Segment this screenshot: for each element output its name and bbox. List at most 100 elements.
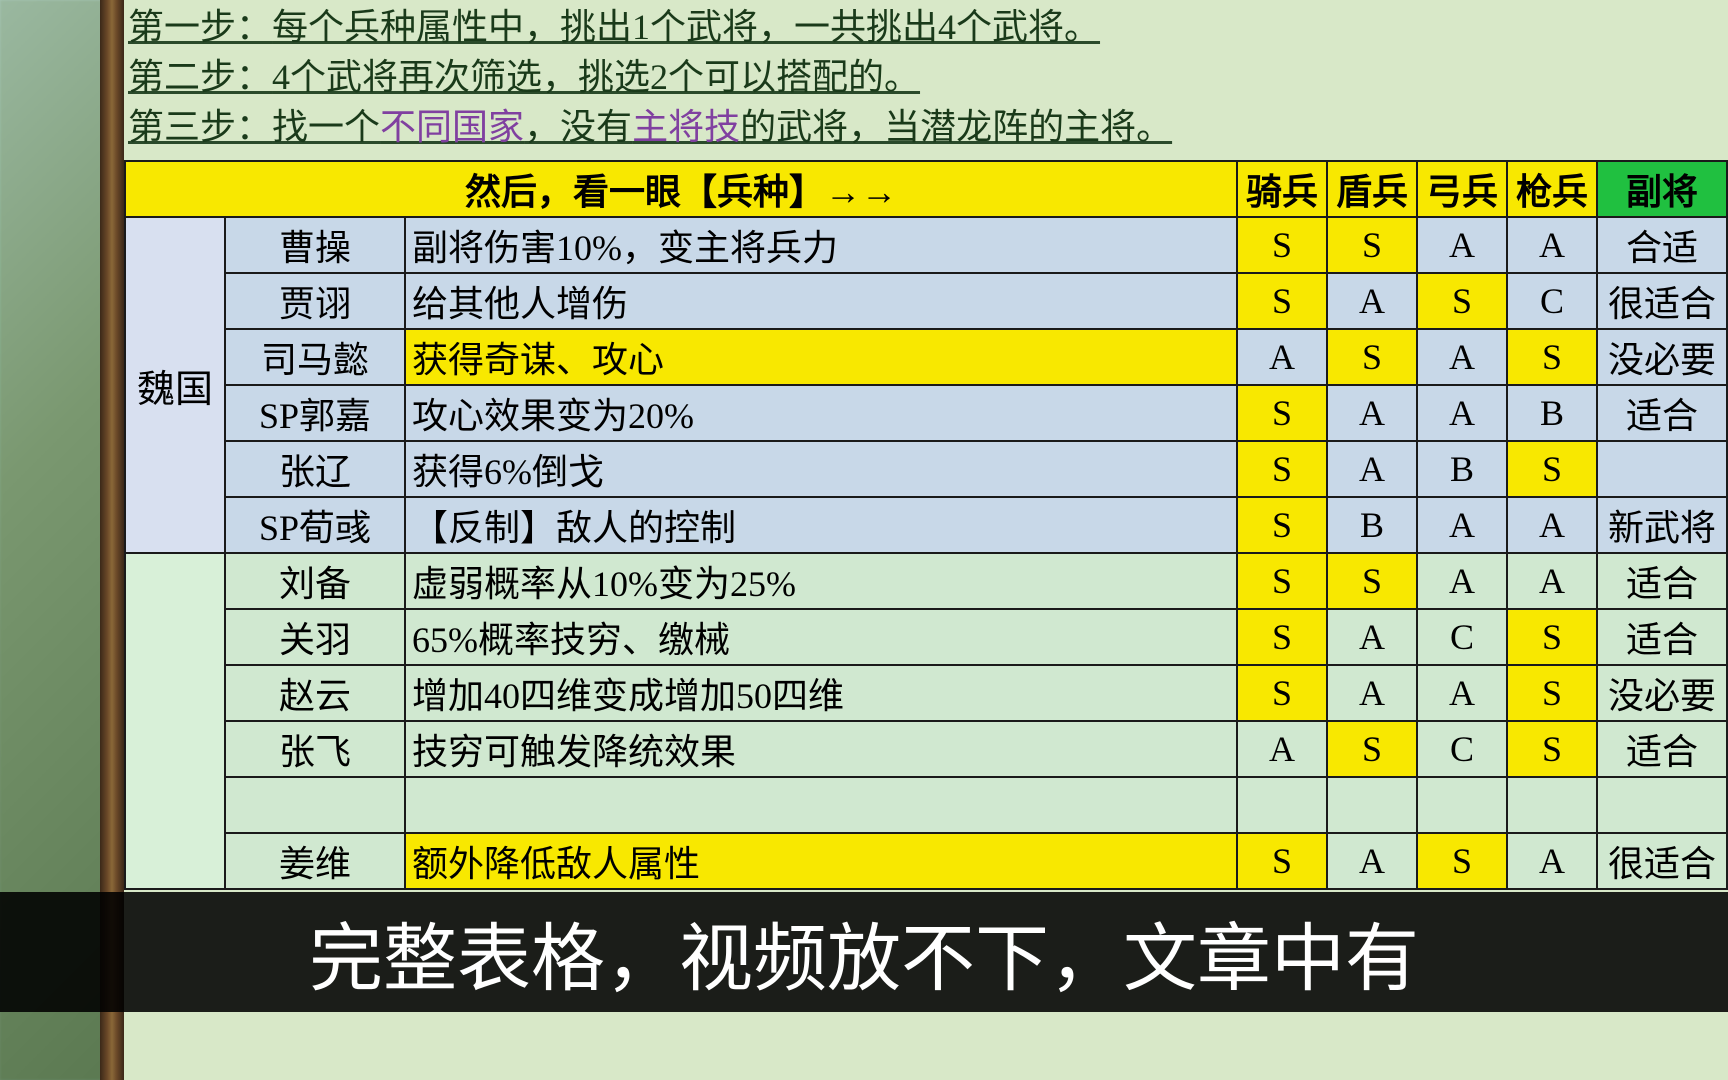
grade-cell: S [1237, 217, 1327, 273]
grade-cell: S [1327, 721, 1417, 777]
name-cell: SP郭嘉 [225, 385, 405, 441]
deputy-cell: 没必要 [1597, 329, 1727, 385]
grade-cell: S [1237, 273, 1327, 329]
grade-cell: S [1507, 609, 1597, 665]
desc-cell: 攻心效果变为20% [405, 385, 1237, 441]
desc-cell: 虚弱概率从10%变为25% [405, 553, 1237, 609]
header-unit-1: 盾兵 [1327, 161, 1417, 217]
grade-cell: A [1327, 273, 1417, 329]
grade-cell: C [1417, 721, 1507, 777]
deputy-cell: 新武将 [1597, 497, 1727, 553]
deputy-cell: 很适合 [1597, 833, 1727, 889]
steps-block: 第一步：每个兵种属性中，挑出1个武将，一共挑出4个武将。 第二步：4个武将再次筛… [124, 0, 1728, 152]
grade-cell: A [1327, 833, 1417, 889]
grade-cell: S [1237, 385, 1327, 441]
deputy-cell: 适合 [1597, 553, 1727, 609]
name-cell: 张辽 [225, 441, 405, 497]
desc-cell: 技穷可触发降统效果 [405, 721, 1237, 777]
name-cell: 曹操 [225, 217, 405, 273]
header-unit-0: 骑兵 [1237, 161, 1327, 217]
faction-cell: 魏国 [125, 217, 225, 553]
deputy-cell: 合适 [1597, 217, 1727, 273]
desc-cell: 额外降低敌人属性 [405, 833, 1237, 889]
grade-cell [1237, 777, 1327, 833]
header-main: 然后，看一眼【兵种】→→ [125, 161, 1237, 217]
table-row: 张辽获得6%倒戈SABS [125, 441, 1727, 497]
grade-cell: A [1507, 497, 1597, 553]
grade-cell: A [1417, 553, 1507, 609]
desc-cell: 给其他人增伤 [405, 273, 1237, 329]
deputy-cell: 没必要 [1597, 665, 1727, 721]
grade-cell: S [1327, 329, 1417, 385]
desc-cell: 65%概率技穷、缴械 [405, 609, 1237, 665]
deputy-cell: 适合 [1597, 385, 1727, 441]
faction-cell [125, 553, 225, 889]
name-cell: 刘备 [225, 553, 405, 609]
grade-cell [1507, 777, 1597, 833]
grade-cell: A [1507, 217, 1597, 273]
grade-cell: A [1417, 497, 1507, 553]
subtitle-text: 完整表格，视频放不下，文章中有 [309, 899, 1419, 1006]
grade-cell: B [1507, 385, 1597, 441]
grade-cell: S [1507, 665, 1597, 721]
grade-cell: S [1417, 273, 1507, 329]
deputy-cell [1597, 777, 1727, 833]
name-cell [225, 777, 405, 833]
grade-cell: A [1507, 833, 1597, 889]
header-unit-3: 枪兵 [1507, 161, 1597, 217]
table-row: 姜维额外降低敌人属性SASA很适合 [125, 833, 1727, 889]
name-cell: 贾诩 [225, 273, 405, 329]
table-row: 刘备虚弱概率从10%变为25%SSAA适合 [125, 553, 1727, 609]
grade-cell: S [1237, 441, 1327, 497]
desc-cell: 副将伤害10%，变主将兵力 [405, 217, 1237, 273]
grade-cell: S [1237, 665, 1327, 721]
grade-cell: S [1507, 329, 1597, 385]
name-cell: 司马懿 [225, 329, 405, 385]
table-row: 赵云增加40四维变成增加50四维SAAS没必要 [125, 665, 1727, 721]
table-header-row: 然后，看一眼【兵种】→→ 骑兵 盾兵 弓兵 枪兵 副将 [125, 161, 1727, 217]
grade-cell: C [1417, 609, 1507, 665]
grade-cell: S [1237, 609, 1327, 665]
grade-cell: A [1327, 665, 1417, 721]
header-deputy: 副将 [1597, 161, 1727, 217]
table-row: 关羽65%概率技穷、缴械SACS适合 [125, 609, 1727, 665]
deputy-cell: 适合 [1597, 721, 1727, 777]
grade-cell: A [1237, 721, 1327, 777]
desc-cell: 获得奇谋、攻心 [405, 329, 1237, 385]
table-row: SP荀彧【反制】敌人的控制SBAA新武将 [125, 497, 1727, 553]
table-row: 魏国曹操副将伤害10%，变主将兵力SSAA合适 [125, 217, 1727, 273]
desc-cell: 获得6%倒戈 [405, 441, 1237, 497]
grade-cell: C [1507, 273, 1597, 329]
header-unit-2: 弓兵 [1417, 161, 1507, 217]
grade-cell: S [1417, 833, 1507, 889]
grade-cell: A [1417, 329, 1507, 385]
grade-cell: A [1417, 385, 1507, 441]
deputy-cell: 适合 [1597, 609, 1727, 665]
grade-cell: A [1417, 665, 1507, 721]
table-row: 司马懿获得奇谋、攻心ASAS没必要 [125, 329, 1727, 385]
grade-cell: B [1327, 497, 1417, 553]
deputy-cell: 很适合 [1597, 273, 1727, 329]
name-cell: 张飞 [225, 721, 405, 777]
table-row: 贾诩给其他人增伤SASC很适合 [125, 273, 1727, 329]
table-row: 张飞技穷可触发降统效果ASCS适合 [125, 721, 1727, 777]
subtitle-bar: 完整表格，视频放不下，文章中有 [0, 892, 1728, 1012]
grade-cell: S [1327, 217, 1417, 273]
grade-cell [1417, 777, 1507, 833]
name-cell: 关羽 [225, 609, 405, 665]
step-1: 第一步：每个兵种属性中，挑出1个武将，一共挑出4个武将。 [124, 2, 1728, 52]
grade-cell: A [1237, 329, 1327, 385]
step-3: 第三步：找一个不同国家，没有主将技的武将，当潜龙阵的主将。 [124, 102, 1728, 152]
grade-cell: B [1417, 441, 1507, 497]
grade-cell: A [1327, 385, 1417, 441]
grade-cell: S [1327, 553, 1417, 609]
deputy-cell [1597, 441, 1727, 497]
table-row [125, 777, 1727, 833]
step-2: 第二步：4个武将再次筛选，挑选2个可以搭配的。 [124, 52, 1728, 102]
table-body: 魏国曹操副将伤害10%，变主将兵力SSAA合适贾诩给其他人增伤SASC很适合司马… [125, 217, 1727, 889]
grade-cell: S [1237, 497, 1327, 553]
grade-cell: S [1507, 441, 1597, 497]
grade-cell: A [1507, 553, 1597, 609]
grade-cell: S [1237, 833, 1327, 889]
desc-cell: 【反制】敌人的控制 [405, 497, 1237, 553]
